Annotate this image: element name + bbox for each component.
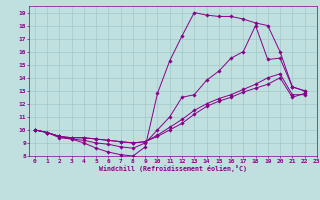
- X-axis label: Windchill (Refroidissement éolien,°C): Windchill (Refroidissement éolien,°C): [99, 165, 247, 172]
